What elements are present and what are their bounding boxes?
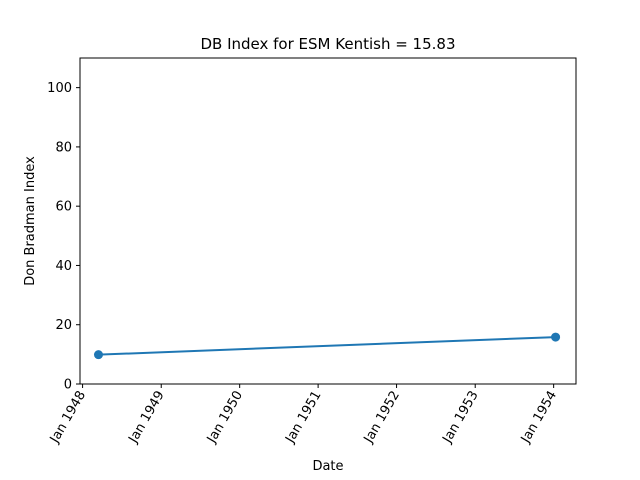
data-point: [93, 350, 103, 360]
x-axis-label: Date: [312, 459, 343, 474]
y-tick-label: 40: [55, 259, 72, 274]
y-tick-label: 100: [47, 81, 72, 96]
series-line: [98, 336, 556, 356]
y-tick-label: 60: [55, 200, 72, 215]
y-tick-label: 20: [55, 318, 72, 333]
data-point: [551, 332, 561, 342]
y-axis-ticks: 0 20 40 60 80 100: [47, 81, 80, 393]
y-tick-label: 0: [64, 378, 72, 393]
plot-frame: [79, 57, 577, 385]
chart-title: DB Index for ESM Kentish = 15.83: [200, 35, 455, 53]
y-tick-label: 80: [55, 140, 72, 155]
series-layer: [93, 332, 561, 360]
y-axis-label: Don Bradman Index: [23, 156, 38, 286]
